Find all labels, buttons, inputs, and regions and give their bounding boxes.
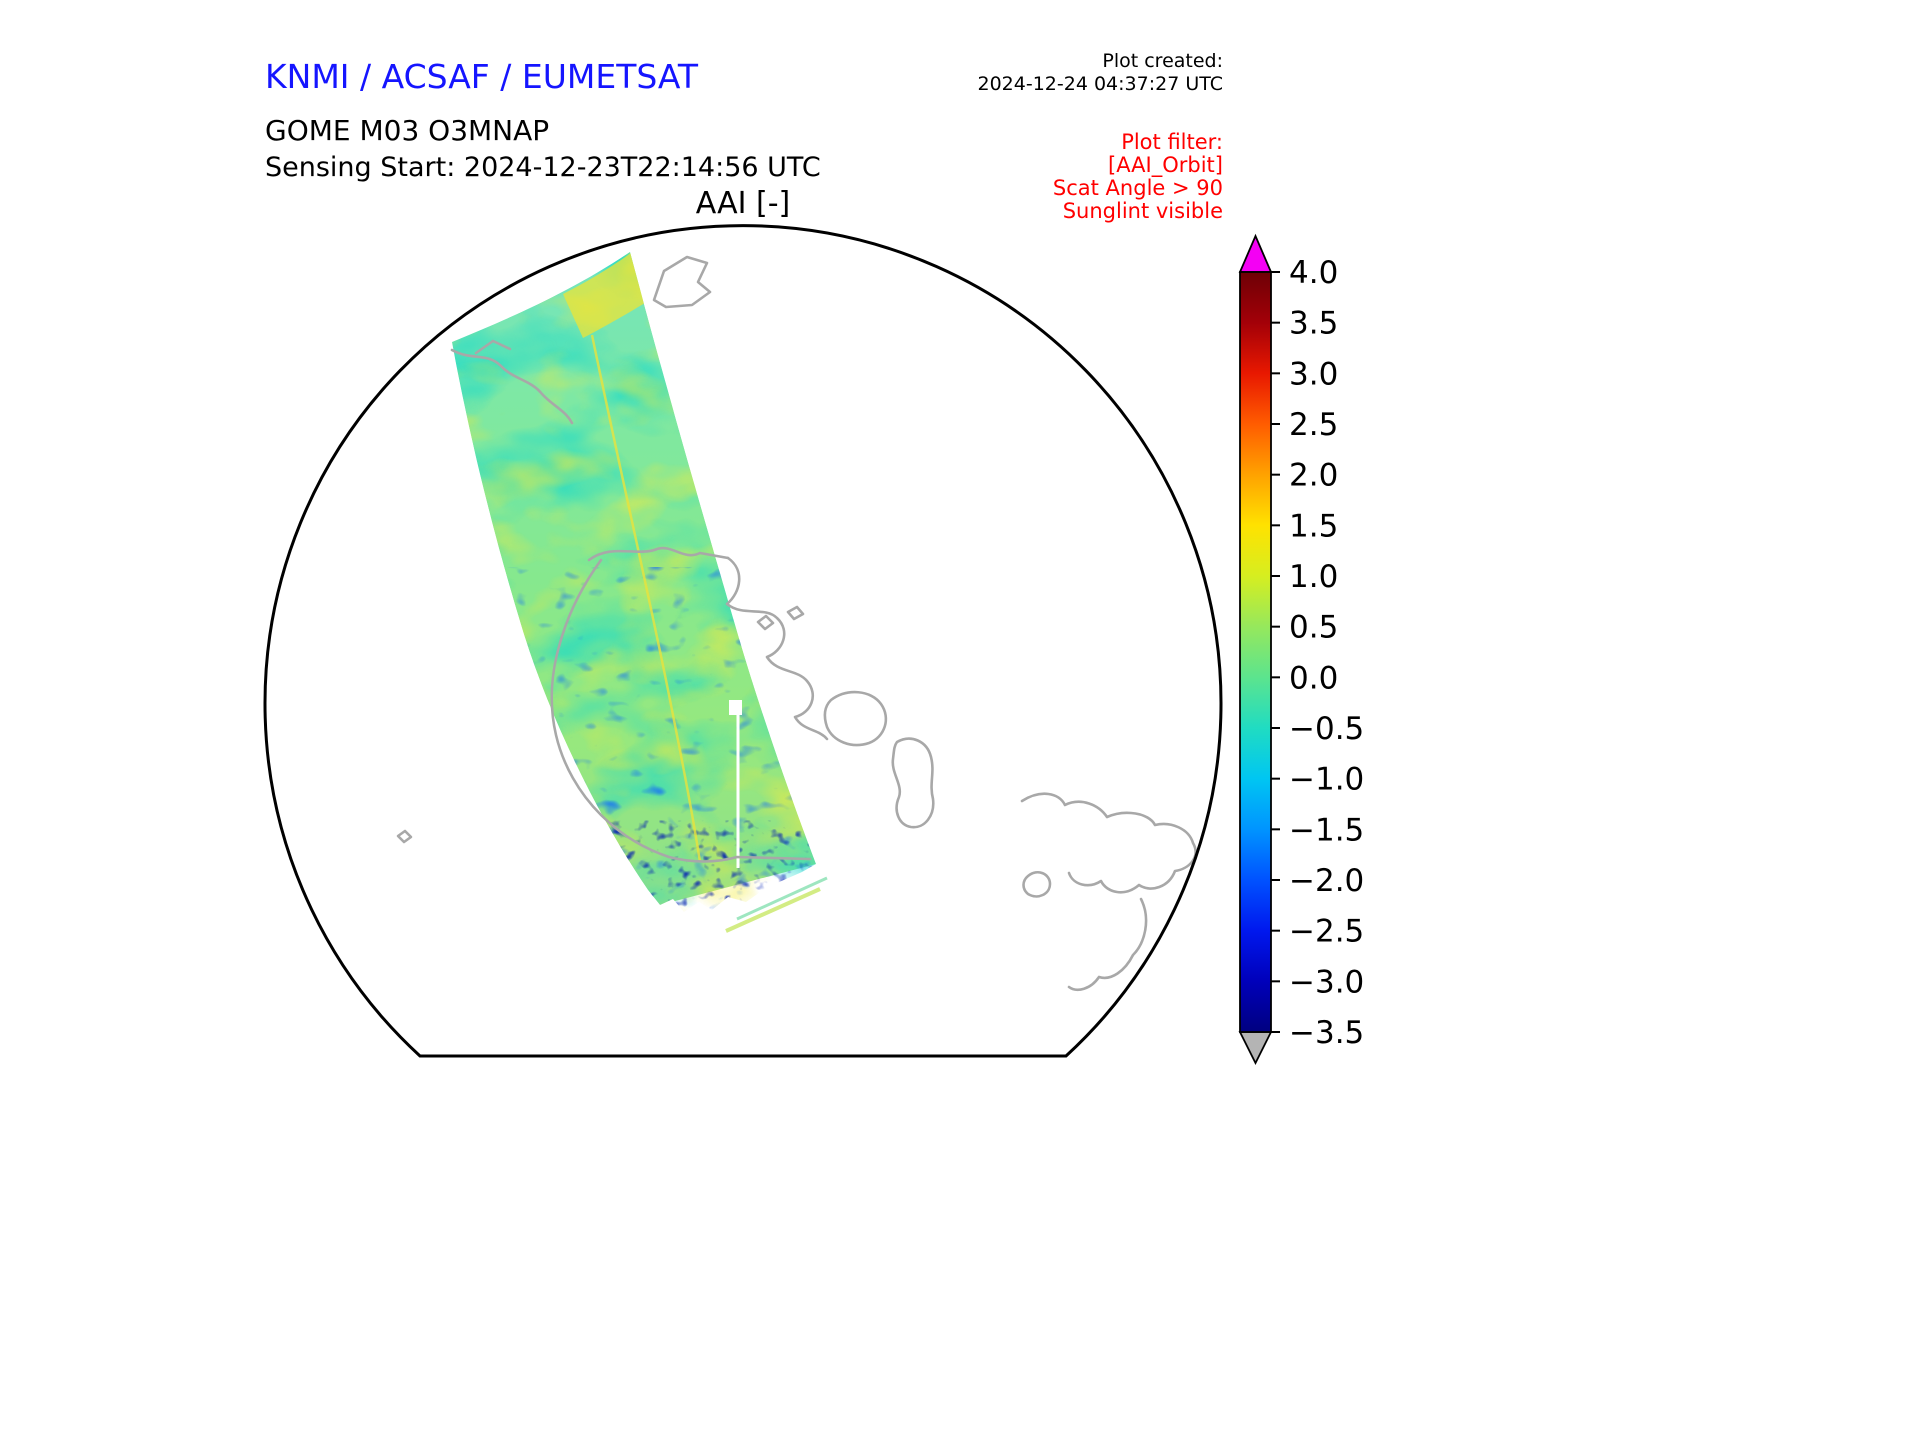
plot-filter-line: Plot filter:: [1121, 130, 1223, 154]
coastline-fragment: [474, 339, 512, 355]
colorbar-tick-label: −1.5: [1289, 812, 1364, 848]
brand-title: KNMI / ACSAF / EUMETSAT: [265, 57, 699, 96]
colorbar-tick-label: −2.0: [1289, 863, 1364, 899]
plot-filter-line: [AAI_Orbit]: [1108, 153, 1223, 177]
coastline-norway: [450, 348, 574, 425]
colorbar-tick-label: −3.0: [1289, 964, 1364, 1000]
map-background: [265, 225, 1222, 1057]
coastline-europe-west-africa: [550, 558, 812, 863]
product-title: GOME M03 O3MNAP: [265, 114, 550, 147]
plot-filter-line: Sunglint visible: [1062, 199, 1223, 223]
swath-sliver: [736, 876, 828, 921]
plot-filter-block: Plot filter: [AAI_Orbit] Scat Angle > 90…: [1053, 131, 1223, 223]
coastline-island: [786, 605, 805, 621]
colorbar-tick-label: 0.0: [1289, 660, 1338, 696]
colorbar-tick-label: 4.0: [1289, 255, 1338, 291]
coastlines: [396, 255, 1197, 991]
colorbar-tick-label: 1.0: [1289, 559, 1338, 595]
colorbar-tick-label: −3.5: [1289, 1015, 1364, 1051]
colorbar-gradient-bar: [1239, 271, 1272, 1033]
swath-center-streak: [590, 334, 702, 863]
colorbar-tick-label: −2.5: [1289, 914, 1364, 950]
colorbar-tick-label: −0.5: [1289, 711, 1364, 747]
coastline-caspian-sea: [891, 737, 935, 829]
coastline-arabia: [1020, 792, 1197, 894]
colorbar-tick-label: 3.5: [1289, 306, 1338, 342]
colorbar-tick-label: −1.0: [1289, 762, 1364, 798]
swath-data-gap-notch: [729, 700, 742, 715]
plot-title: AAI [-]: [695, 186, 791, 221]
coastline-arabia-south: [1067, 897, 1148, 991]
colorbar-tick-label: 0.5: [1289, 610, 1338, 646]
colorbar-under-arrow: [1238, 1031, 1273, 1066]
colorbar-tick-label: 3.0: [1289, 356, 1338, 392]
swath-yellow-patch: [563, 253, 650, 338]
coastline-blob: [1022, 871, 1052, 898]
colorbar-tick-label: 2.5: [1289, 407, 1338, 443]
coastline-island: [756, 614, 775, 631]
colorbar-tick-label: 2.0: [1289, 458, 1338, 494]
map-boundary: [263, 224, 1223, 1058]
plot-created-label: Plot created:: [1102, 50, 1223, 72]
plot-filter-line: Scat Angle > 90: [1052, 176, 1223, 200]
coastline-svalbard: [652, 255, 712, 309]
plot-created-block: Plot created: 2024-12-24 04:37:27 UTC: [978, 50, 1224, 96]
satellite-swath: [452, 252, 816, 912]
colorbar-ticks: 4.0 3.5 3.0 2.5 2.0 1.5 1.0 0.5 0.0 −0.5 −1.0 −1.5 −…: [1271, 255, 1364, 1051]
coastline-skagerrak: [587, 546, 730, 562]
sensing-start-text: Sensing Start: 2024-12-23T22:14:56 UTC: [265, 152, 821, 183]
colorbar-over-arrow: [1238, 233, 1273, 273]
colorbar: 4.0 3.5 3.0 2.5 2.0 1.5 1.0 0.5 0.0 −0.5 −1.0 −1.5 −…: [1238, 233, 1364, 1066]
coastline-europe-north: [725, 556, 829, 741]
swath-sliver: [725, 887, 821, 933]
colorbar-tick-label: 1.5: [1289, 508, 1338, 544]
coastline-black-sea: [823, 690, 888, 747]
plot-created-value: 2024-12-24 04:37:27 UTC: [977, 73, 1224, 95]
coastline-island: [396, 829, 413, 844]
